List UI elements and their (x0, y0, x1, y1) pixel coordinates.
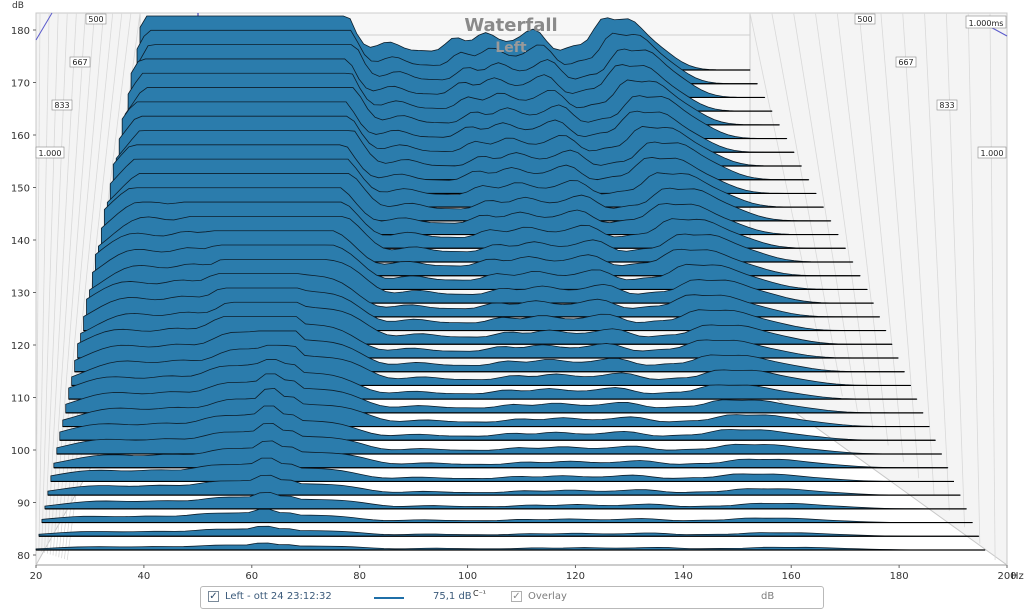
series-label[interactable]: Left - ott 24 23:12:32 (225, 591, 332, 602)
y-tick-label: 130 (11, 289, 30, 300)
waterfall-slice (44, 492, 967, 510)
time-label-box (69, 56, 91, 68)
legend-bar: ✓ Left - ott 24 23:12:32 75,1 dB C⁻¹ ✓ O… (200, 586, 824, 609)
time-label-box (854, 13, 876, 25)
x-tick-label: 40 (138, 571, 151, 582)
y-tick-label: 100 (11, 446, 30, 457)
waterfall-slice (35, 542, 985, 551)
waterfall-slice (47, 474, 961, 496)
y-tick-label: 140 (11, 236, 30, 247)
waterfall-slice (38, 525, 979, 537)
series-line-swatch (374, 597, 404, 599)
time-label-box (85, 13, 107, 25)
time-label: 667 (898, 58, 913, 67)
y-tick-label: 90 (17, 499, 30, 510)
series-checkbox[interactable]: ✓ (208, 591, 219, 602)
axes: 80 90 100 110 120 130 140 150 160 170 180 dB 20 40 60 8… (11, 1, 1024, 582)
time-label: 1.000ms (969, 19, 1004, 28)
right-wall-gridline (945, 12, 965, 528)
series-value: 75,1 dB (433, 591, 472, 602)
left-wall-gridline (38, 12, 50, 551)
y-tick-label: 150 (11, 184, 30, 195)
right-wall-gridline (793, 12, 859, 413)
chart-subtitle: Left (495, 40, 527, 56)
right-wall-gridline (836, 12, 889, 446)
waterfall-slice (50, 457, 955, 482)
right-wall-gridline (749, 12, 828, 381)
time-label: 500 (88, 15, 103, 24)
cursor-diagonal-left (35, 12, 53, 41)
right-wall-gridline (989, 12, 996, 561)
x-tick-label: 80 (353, 571, 366, 582)
time-label: 667 (72, 58, 87, 67)
chart-title: Waterfall (464, 15, 557, 36)
time-label-box (895, 56, 917, 68)
x-axis-unit: Hz (1011, 571, 1024, 582)
time-label: 500 (857, 15, 872, 24)
x-tick-label: 100 (458, 571, 477, 582)
y-tick-label: 180 (11, 26, 30, 37)
right-wall-gridline (771, 12, 843, 397)
x-tick-label: 140 (674, 571, 693, 582)
time-label: 1.000 (981, 149, 1004, 158)
time-label: 833 (54, 101, 69, 110)
x-tick-label: 20 (30, 571, 43, 582)
waterfall-plot[interactable]: 80 90 100 110 120 130 140 150 160 170 180 dB 20 40 60 8… (0, 0, 1024, 586)
right-wall-gridline (967, 12, 981, 544)
overlay-checkbox[interactable]: ✓ (511, 591, 522, 602)
right-wall-gridline (880, 12, 920, 479)
series-value-suffix: C⁻¹ (473, 589, 487, 598)
x-tick-label: 180 (890, 571, 909, 582)
unit-label: dB (761, 591, 775, 602)
waterfall-slices (35, 15, 985, 551)
time-label-box (51, 99, 73, 111)
time-label-box (977, 146, 1007, 159)
chart-titles: Waterfall Left (464, 15, 557, 56)
waterfall-slice (41, 508, 973, 523)
time-label-box (35, 146, 65, 159)
right-wall-gridline (858, 12, 904, 462)
time-label-box (936, 99, 958, 111)
y-axis-label: dB (12, 1, 24, 11)
y-tick-label: 120 (11, 341, 30, 352)
time-label: 833 (939, 101, 954, 110)
x-tick-label: 60 (245, 571, 258, 582)
y-tick-label: 80 (17, 551, 30, 562)
y-tick-label: 160 (11, 131, 30, 142)
left-wall-gridline (35, 12, 41, 551)
right-wall-gridline (902, 12, 935, 495)
x-tick-label: 120 (566, 571, 585, 582)
overlay-label[interactable]: Overlay (528, 591, 567, 602)
y-tick-label: 170 (11, 79, 30, 90)
x-tick-label: 200 (997, 571, 1016, 582)
x-tick-label: 160 (782, 571, 801, 582)
right-wall-gridline (924, 12, 950, 511)
time-label: 1.000 (39, 149, 62, 158)
time-label-box (965, 15, 1007, 29)
y-tick-label: 110 (11, 394, 30, 405)
right-wall-gridline (815, 12, 874, 430)
